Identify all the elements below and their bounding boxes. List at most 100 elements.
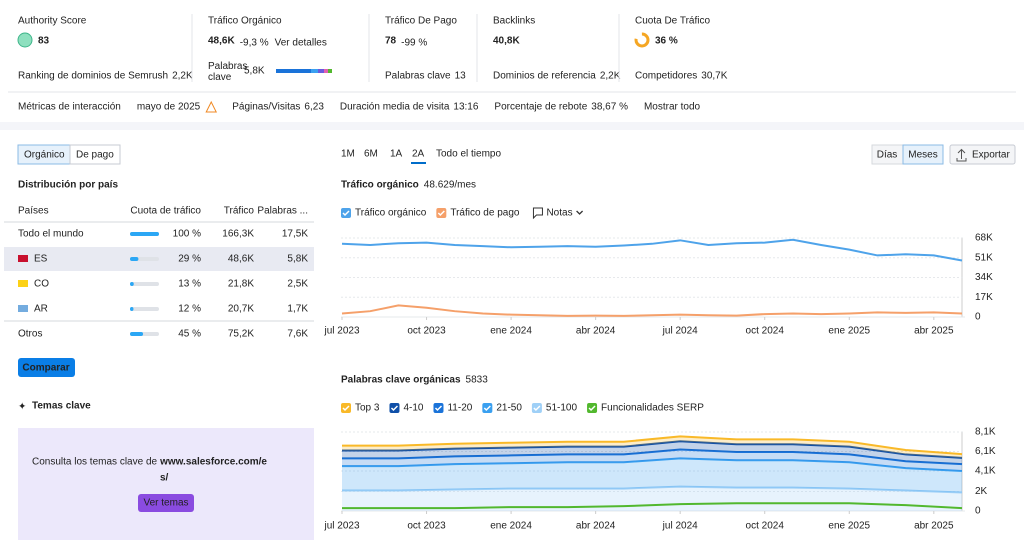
topics-button[interactable] xyxy=(138,494,194,512)
legend-label[interactable]: 21-50 xyxy=(496,403,522,414)
share-track xyxy=(130,307,159,311)
check xyxy=(533,405,541,412)
flag xyxy=(18,280,28,287)
area-fill xyxy=(342,458,962,493)
country: AR xyxy=(34,304,48,315)
share-track xyxy=(130,282,159,286)
series-line xyxy=(342,502,963,510)
x-tick-label: oct 2024 xyxy=(746,326,785,337)
check xyxy=(437,210,445,217)
section-title: Temas clave xyxy=(32,401,91,412)
tab-label[interactable]: De pago xyxy=(76,150,114,161)
x-tick-label: jul 2024 xyxy=(662,326,698,337)
y-tick-label: 0 xyxy=(975,312,981,323)
share: 12 % xyxy=(178,304,201,315)
share-bar xyxy=(130,282,134,286)
y-tick-label: 51K xyxy=(975,252,993,263)
section-title: Distribución por país xyxy=(18,180,118,191)
traffic: 21,8K xyxy=(228,279,254,290)
series-line xyxy=(341,238,963,262)
granularity-label[interactable]: Días xyxy=(877,150,898,161)
engagement-item-label: Porcentaje de rebote xyxy=(494,102,587,113)
topics-domain: www.salesforce.com/e xyxy=(159,457,267,468)
details-link[interactable]: Ver detalles xyxy=(275,38,327,49)
show-all-link[interactable]: Mostrar todo xyxy=(644,102,701,113)
engagement-item-value: 13:16 xyxy=(453,102,478,113)
x-tick-label: ene 2024 xyxy=(490,521,532,532)
engagement-date: mayo de 2025 xyxy=(137,102,201,113)
share-bar xyxy=(130,332,144,336)
period-tab[interactable]: 6M xyxy=(364,149,378,160)
period-tab[interactable]: 1A xyxy=(390,149,403,160)
chart-title: Tráfico orgánico xyxy=(341,180,419,191)
keywords: 7,6K xyxy=(287,329,308,340)
traffic: 75,2K xyxy=(228,329,254,340)
country: CO xyxy=(34,279,49,290)
traffic: 48,6K xyxy=(228,254,254,265)
keyword-bar xyxy=(318,69,324,73)
y-tick-label: 0 xyxy=(975,506,981,517)
column-header: Palabras ... xyxy=(257,206,308,217)
y-tick-label: 17K xyxy=(975,292,993,303)
y-tick-label: 4,1K xyxy=(975,466,996,477)
metric-label: Tráfico De Pago xyxy=(385,16,457,27)
metric-change: -99 % xyxy=(401,38,427,49)
x-tick-label: abr 2024 xyxy=(576,326,616,337)
share-icon xyxy=(634,32,650,48)
tab-label[interactable]: Orgánico xyxy=(24,150,65,161)
granularity-label[interactable]: Meses xyxy=(908,150,937,161)
country: Todo el mundo xyxy=(18,229,84,240)
tab[interactable] xyxy=(69,144,121,165)
legend-label[interactable]: 4-10 xyxy=(403,403,423,414)
y-tick-label: 34K xyxy=(975,272,993,283)
topics-button-label[interactable]: Ver temas xyxy=(143,498,188,509)
flag xyxy=(18,255,28,262)
metric-label: Authority Score xyxy=(18,16,87,27)
legend-label[interactable]: Tráfico orgánico xyxy=(355,208,427,219)
column-header: Países xyxy=(18,206,49,217)
period-tab[interactable]: 1M xyxy=(341,149,355,160)
series-line xyxy=(342,457,963,473)
check xyxy=(342,405,350,412)
legend-label[interactable]: Top 3 xyxy=(355,403,380,414)
series-line xyxy=(342,435,963,456)
compare-button[interactable] xyxy=(18,358,75,377)
metric-value: 78 xyxy=(385,36,397,47)
series-line xyxy=(341,304,963,317)
topics-box xyxy=(18,428,314,540)
period-tab[interactable]: 2A xyxy=(412,149,425,160)
area-fill xyxy=(342,486,962,511)
metric-value: 48,6K xyxy=(208,36,235,47)
topics-domain: s/ xyxy=(160,473,169,484)
detail-label: Competidores xyxy=(635,71,697,82)
legend-label[interactable]: 51-100 xyxy=(546,403,578,414)
warning-icon xyxy=(205,100,218,113)
share: 29 % xyxy=(178,254,201,265)
compare-label[interactable]: Comparar xyxy=(22,363,69,374)
export-label[interactable]: Exportar xyxy=(972,150,1010,161)
granularity-button-active[interactable] xyxy=(902,144,944,165)
period-tab[interactable]: Todo el tiempo xyxy=(436,149,501,160)
share-bar xyxy=(130,257,139,261)
legend-label[interactable]: Tráfico de pago xyxy=(450,208,520,219)
x-tick-label: abr 2025 xyxy=(914,326,954,337)
legend-label[interactable]: Funcionalidades SERP xyxy=(601,403,704,414)
flag xyxy=(18,305,28,312)
check xyxy=(390,405,398,412)
area-fill xyxy=(342,436,962,458)
metric-value: 36 % xyxy=(655,36,678,47)
keyword-bar xyxy=(328,69,332,73)
y-tick-label: 2K xyxy=(975,486,988,497)
share: 100 % xyxy=(173,229,201,240)
legend-label[interactable]: 11-20 xyxy=(447,403,472,414)
notes-label[interactable]: Notas xyxy=(546,208,572,219)
detail-label: Ranking de dominios de Semrush xyxy=(18,71,168,82)
overview-card xyxy=(0,0,1024,122)
chart-title: Palabras clave orgánicas xyxy=(341,375,461,386)
check xyxy=(342,210,350,217)
area-fill xyxy=(342,441,962,465)
y-tick-label: 8,1K xyxy=(975,427,996,438)
share: 13 % xyxy=(178,279,201,290)
x-tick-label: oct 2023 xyxy=(407,521,446,532)
